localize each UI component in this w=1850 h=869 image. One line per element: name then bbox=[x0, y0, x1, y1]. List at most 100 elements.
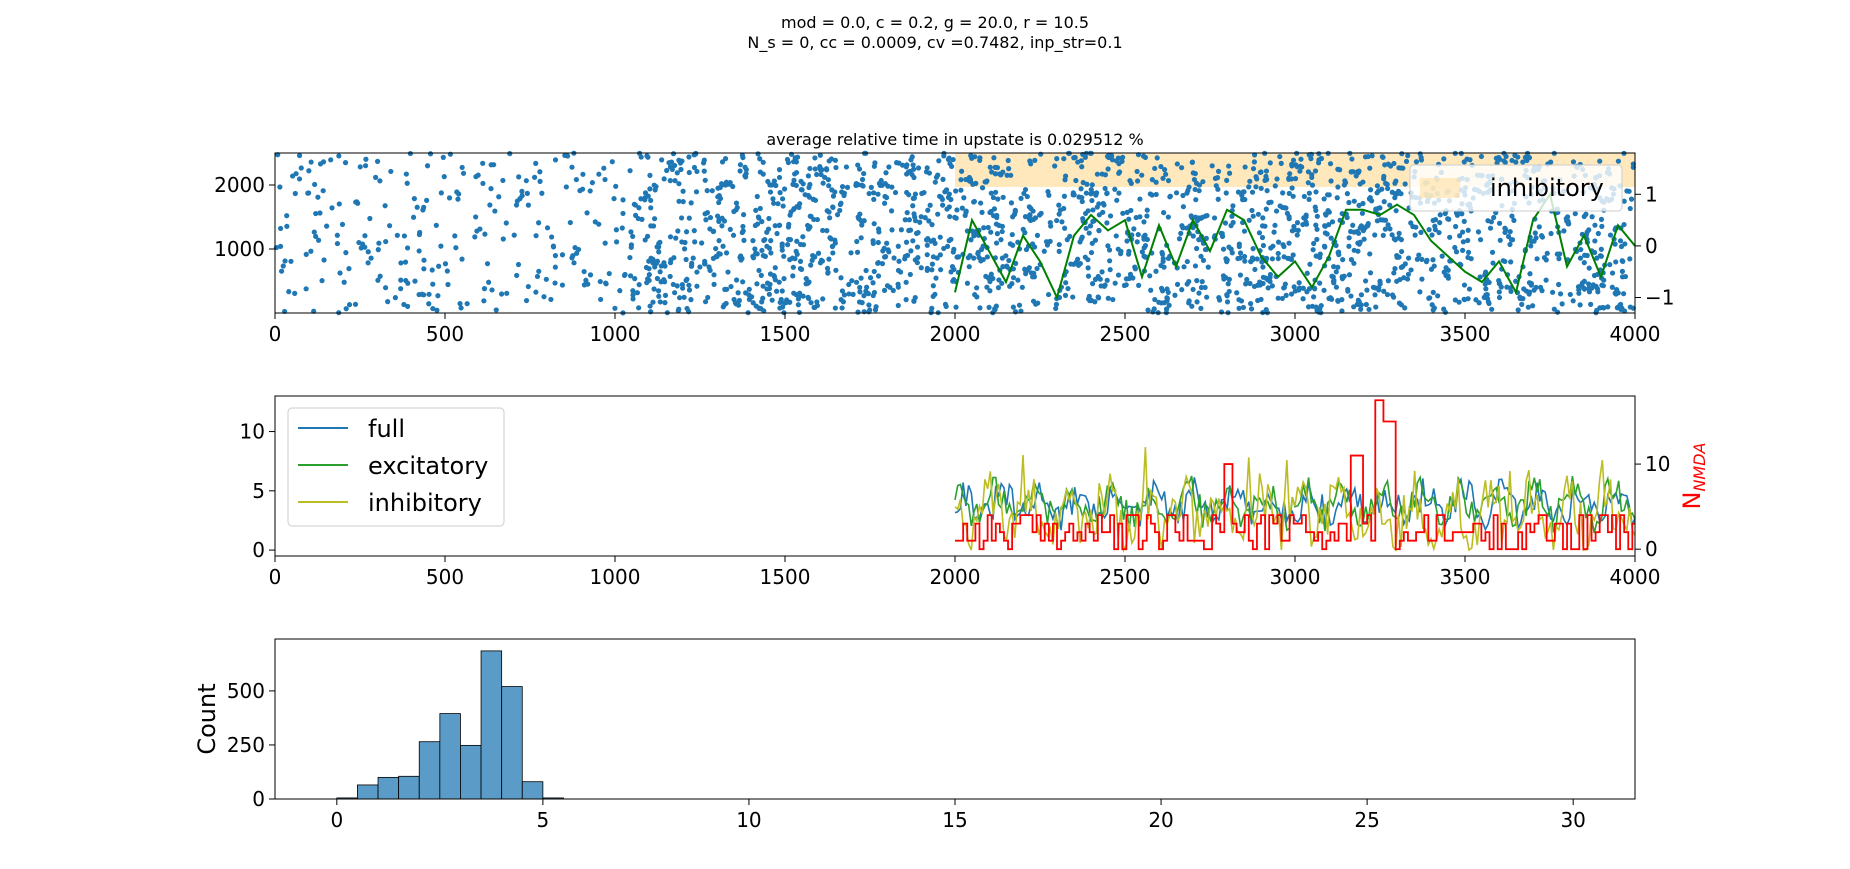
spike-point bbox=[830, 193, 837, 199]
spike-point bbox=[414, 204, 420, 210]
spike-point bbox=[609, 159, 615, 165]
spike-point bbox=[820, 227, 826, 234]
spike-point bbox=[750, 300, 756, 306]
spike-point bbox=[1199, 214, 1205, 220]
spike-point bbox=[1286, 175, 1292, 181]
spike-point bbox=[1096, 227, 1102, 234]
spike-point bbox=[1189, 159, 1196, 165]
spike-point bbox=[815, 250, 822, 256]
spike-point bbox=[893, 160, 900, 166]
spike-point bbox=[1250, 213, 1256, 219]
spike-point bbox=[1254, 176, 1260, 182]
spike-point bbox=[1377, 278, 1383, 284]
spike-point bbox=[1601, 305, 1607, 311]
spike-point bbox=[871, 289, 878, 296]
spike-point bbox=[452, 233, 458, 239]
spike-point bbox=[1142, 243, 1149, 249]
spike-point bbox=[334, 232, 340, 238]
spike-point bbox=[1398, 302, 1404, 308]
spike-point bbox=[1324, 231, 1330, 237]
spike-point bbox=[403, 171, 409, 177]
spike-point bbox=[1222, 220, 1229, 226]
spike-point bbox=[533, 289, 539, 295]
spike-point bbox=[1353, 173, 1359, 179]
spike-point bbox=[1317, 251, 1323, 257]
spike-point bbox=[922, 215, 928, 221]
spike-point bbox=[895, 302, 901, 309]
spike-point bbox=[1024, 193, 1030, 200]
spike-point bbox=[946, 155, 952, 161]
spike-point bbox=[868, 184, 874, 190]
x-tick-label: 15 bbox=[942, 808, 967, 832]
spike-point bbox=[798, 266, 805, 272]
spike-point bbox=[1321, 287, 1327, 293]
spike-point bbox=[404, 180, 410, 186]
spike-point bbox=[1107, 213, 1114, 219]
spike-point bbox=[1417, 289, 1423, 295]
spike-point bbox=[741, 237, 747, 243]
spike-point bbox=[1281, 243, 1287, 250]
spike-point bbox=[1513, 278, 1519, 284]
spike-point bbox=[1340, 257, 1346, 263]
spike-point bbox=[780, 203, 786, 209]
spike-point bbox=[1139, 249, 1145, 255]
spike-point bbox=[1609, 284, 1615, 290]
spike-point bbox=[903, 239, 910, 245]
spike-point bbox=[930, 254, 937, 260]
x-tick-label: 4000 bbox=[1610, 565, 1661, 589]
spike-point bbox=[487, 202, 493, 208]
spike-point bbox=[296, 176, 303, 182]
spike-point bbox=[755, 151, 761, 157]
spike-point bbox=[1226, 163, 1232, 169]
spike-point bbox=[1159, 249, 1165, 256]
spike-point bbox=[1503, 226, 1509, 233]
spike-point bbox=[1467, 157, 1473, 163]
spike-point bbox=[716, 238, 722, 244]
spike-point bbox=[1056, 248, 1062, 254]
spike-point bbox=[1126, 251, 1132, 257]
spike-point bbox=[1441, 306, 1447, 312]
spike-point bbox=[403, 277, 409, 284]
spike-point bbox=[777, 299, 783, 306]
spike-point bbox=[1380, 154, 1386, 160]
spike-point bbox=[1269, 283, 1275, 289]
spike-point bbox=[1598, 246, 1604, 252]
spike-point bbox=[830, 250, 836, 256]
spike-point bbox=[844, 184, 851, 191]
spike-point bbox=[517, 196, 523, 202]
spike-point bbox=[1601, 277, 1607, 283]
spike-point bbox=[1382, 226, 1388, 232]
spike-point bbox=[1595, 230, 1601, 237]
spike-point bbox=[930, 283, 936, 289]
y-tick-label: 0 bbox=[252, 538, 265, 562]
spike-point bbox=[1309, 174, 1315, 181]
spike-point bbox=[676, 198, 682, 204]
spike-point bbox=[1414, 256, 1420, 262]
spike-point bbox=[814, 171, 820, 178]
spike-point bbox=[833, 164, 839, 171]
spike-point bbox=[383, 238, 389, 245]
spike-point bbox=[1288, 291, 1295, 297]
spike-point bbox=[1612, 241, 1618, 247]
spike-point bbox=[1244, 276, 1250, 283]
spike-point bbox=[1494, 160, 1500, 166]
spike-point bbox=[1333, 284, 1340, 290]
spike-point bbox=[1327, 295, 1334, 301]
spike-point bbox=[771, 200, 777, 206]
spike-point bbox=[1070, 294, 1076, 300]
spike-point bbox=[825, 269, 831, 275]
spike-point bbox=[1394, 278, 1400, 284]
spike-point bbox=[817, 152, 823, 158]
spike-point bbox=[735, 302, 742, 308]
spike-point bbox=[577, 188, 583, 194]
spike-point bbox=[1624, 188, 1630, 194]
rate-legend: full excitatory inhibitory bbox=[287, 407, 505, 527]
spike-point bbox=[713, 245, 719, 252]
spike-point bbox=[1598, 216, 1605, 223]
spike-point bbox=[1496, 294, 1503, 301]
spike-point bbox=[963, 209, 969, 216]
spike-point bbox=[881, 287, 888, 293]
spike-point bbox=[875, 239, 881, 246]
spike-point bbox=[996, 277, 1002, 283]
spike-point bbox=[440, 154, 446, 160]
